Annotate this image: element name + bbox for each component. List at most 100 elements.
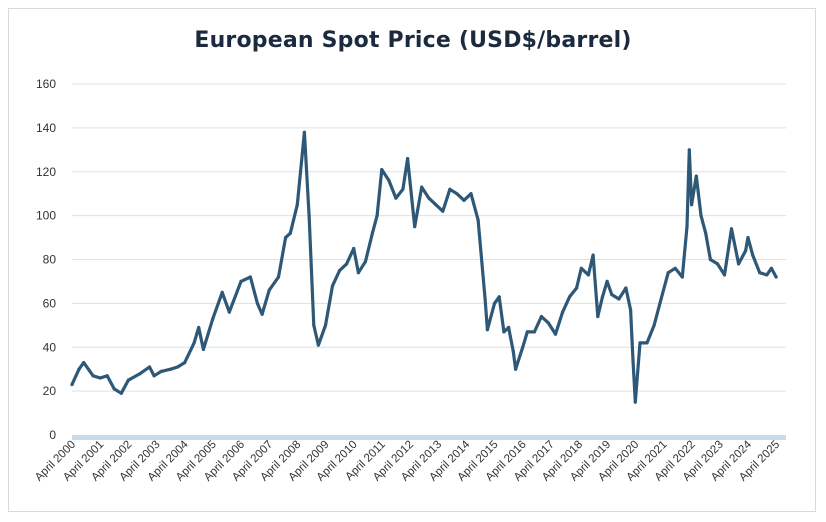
data-point	[591, 253, 595, 257]
data-point	[525, 330, 529, 334]
data-point	[345, 262, 349, 266]
data-point	[77, 367, 81, 371]
data-point	[704, 231, 708, 235]
data-point	[267, 288, 271, 292]
data-point	[169, 367, 173, 371]
data-point	[323, 323, 328, 327]
data-point	[98, 376, 102, 380]
data-point	[352, 246, 356, 251]
data-point	[497, 295, 501, 299]
data-point	[633, 400, 637, 404]
data-point	[82, 361, 86, 365]
data-point	[579, 266, 583, 270]
y-tick-label: 160	[36, 77, 56, 91]
data-point	[546, 321, 551, 325]
data-point	[624, 286, 628, 290]
data-point	[288, 231, 292, 235]
data-point	[312, 323, 316, 327]
data-point	[192, 341, 196, 345]
data-point	[276, 275, 281, 279]
data-point	[605, 279, 609, 283]
data-point	[105, 374, 109, 378]
data-point	[147, 365, 152, 369]
data-point	[659, 297, 663, 301]
data-point	[694, 174, 698, 178]
data-point	[521, 345, 525, 349]
y-tick-label: 0	[49, 428, 56, 442]
data-point	[751, 253, 755, 257]
data-point	[737, 262, 741, 266]
data-point	[201, 347, 205, 351]
data-point	[239, 279, 243, 283]
data-point	[260, 312, 264, 316]
data-point	[370, 231, 374, 235]
data-point	[502, 330, 506, 334]
data-point	[227, 310, 231, 314]
data-point	[284, 236, 288, 240]
data-point	[769, 266, 774, 270]
data-point	[356, 271, 360, 275]
data-point	[176, 365, 180, 369]
data-point	[539, 314, 544, 319]
data-point	[553, 332, 558, 336]
data-point	[295, 203, 299, 207]
data-point	[744, 249, 748, 253]
data-point	[427, 196, 431, 200]
gridlines	[72, 83, 786, 392]
data-point	[375, 214, 379, 218]
data-point	[380, 168, 384, 172]
data-point	[485, 328, 489, 332]
y-tick-label: 120	[36, 165, 56, 179]
data-point	[685, 225, 689, 229]
data-point	[152, 374, 156, 378]
data-point	[729, 227, 734, 231]
y-tick-label: 40	[43, 340, 57, 354]
data-point	[610, 293, 614, 297]
data-point	[211, 317, 215, 321]
data-point	[561, 310, 565, 314]
y-tick-label: 100	[36, 209, 56, 223]
data-point	[126, 378, 130, 382]
data-point	[629, 308, 633, 312]
data-point	[255, 301, 259, 305]
data-point	[514, 367, 518, 371]
data-point	[774, 275, 778, 279]
data-point	[112, 387, 116, 391]
data-point	[330, 284, 335, 288]
data-point	[441, 209, 445, 213]
data-point	[600, 295, 605, 299]
data-point	[413, 225, 417, 229]
plot-area	[70, 130, 778, 404]
data-point	[645, 341, 649, 345]
data-point	[638, 341, 642, 345]
data-point	[715, 262, 720, 266]
data-point	[248, 275, 252, 279]
data-point	[511, 350, 515, 354]
data-point	[617, 297, 621, 301]
data-point	[448, 187, 452, 191]
data-point	[652, 323, 656, 327]
data-point	[406, 157, 410, 161]
data-point	[708, 257, 713, 262]
data-point	[119, 391, 123, 395]
data-point	[91, 374, 95, 378]
data-point	[183, 361, 187, 365]
data-point	[387, 178, 391, 183]
data-point	[746, 236, 750, 240]
data-point	[220, 290, 224, 294]
data-point	[363, 260, 367, 264]
data-point	[455, 192, 459, 196]
data-point	[699, 214, 703, 218]
data-point	[483, 297, 487, 301]
y-tick-label: 140	[36, 121, 56, 135]
data-point	[765, 273, 769, 277]
data-point	[70, 382, 74, 387]
data-point	[307, 214, 311, 218]
data-point	[568, 295, 572, 299]
data-point	[586, 273, 591, 277]
data-point	[631, 358, 635, 362]
data-point	[316, 343, 320, 347]
data-point	[596, 314, 600, 319]
